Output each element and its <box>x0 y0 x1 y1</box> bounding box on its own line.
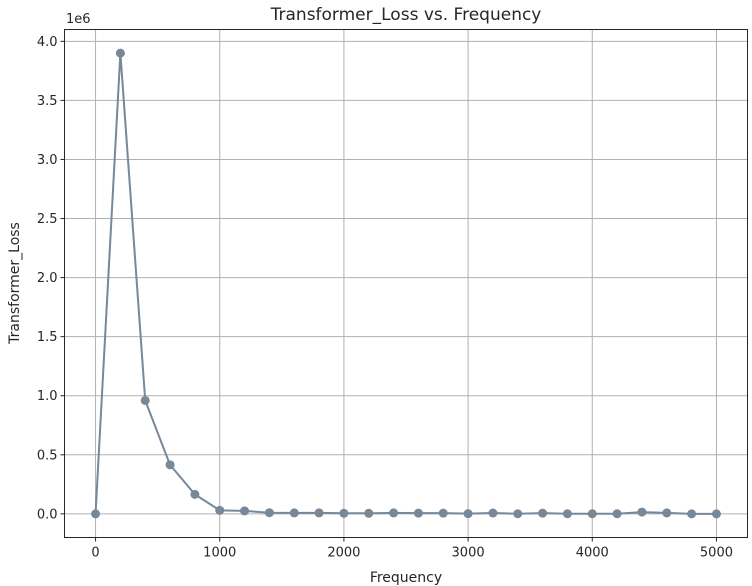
y-axis-title: Transformer_Loss <box>7 222 23 345</box>
data-point <box>215 505 225 515</box>
data-point <box>662 508 672 518</box>
data-point <box>413 508 423 518</box>
data-point <box>513 509 523 519</box>
chart-title: Transformer_Loss vs. Frequency <box>270 5 542 25</box>
data-point <box>264 508 274 518</box>
x-tick-label: 1000 <box>203 546 236 561</box>
y-tick-label: 2.5 <box>37 212 58 227</box>
y-tick-label: 1.0 <box>37 389 58 404</box>
data-point <box>562 509 572 519</box>
series-layer <box>91 48 721 519</box>
data-point <box>438 508 448 518</box>
x-tick-label: 4000 <box>576 546 609 561</box>
data-point <box>165 460 175 470</box>
y-axis-offset-label: 1e6 <box>66 12 91 27</box>
y-tick-label: 3.0 <box>37 153 58 168</box>
data-point <box>463 509 473 519</box>
data-point <box>364 508 374 518</box>
data-point <box>91 509 101 519</box>
data-point <box>488 508 498 518</box>
y-tick-label: 0.5 <box>37 448 58 463</box>
data-point <box>711 509 721 519</box>
axis-ticks: 0 1000 2000 3000 4000 5000 0.0 0.5 1.0 1.5 2.0 2.5 3… <box>37 35 733 561</box>
x-tick-label: 3000 <box>452 546 485 561</box>
y-tick-label: 0.0 <box>37 507 58 522</box>
y-tick-label: 1.5 <box>37 330 58 345</box>
x-axis-title: Frequency <box>370 570 442 586</box>
data-point <box>587 509 597 519</box>
data-point <box>339 508 349 518</box>
data-point <box>115 48 125 58</box>
data-point <box>289 508 299 518</box>
y-tick-label: 4.0 <box>37 35 58 50</box>
y-tick-label: 3.5 <box>37 94 58 109</box>
grid <box>64 29 748 538</box>
data-point <box>637 507 647 517</box>
data-point <box>612 509 622 519</box>
x-tick-label: 0 <box>91 546 99 561</box>
data-point <box>190 489 200 499</box>
y-tick-label: 2.0 <box>37 271 58 286</box>
plot-frame <box>64 29 748 538</box>
data-point <box>389 508 399 518</box>
x-tick-label: 5000 <box>700 546 733 561</box>
data-point <box>240 506 250 516</box>
x-tick-label: 2000 <box>327 546 360 561</box>
data-point <box>687 509 697 519</box>
data-point <box>140 395 150 405</box>
data-point <box>538 508 548 518</box>
data-point <box>314 508 324 518</box>
